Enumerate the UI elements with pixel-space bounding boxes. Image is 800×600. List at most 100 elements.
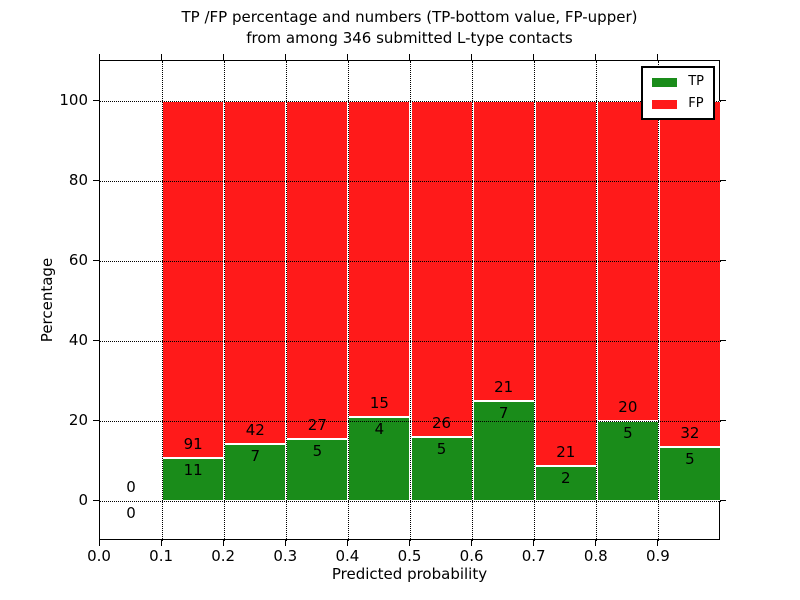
bar-count-label-tp: 7 xyxy=(250,446,261,465)
bar-segment-fp xyxy=(410,101,473,437)
gridline-x xyxy=(472,61,474,541)
bar-count-label-fp: 32 xyxy=(680,424,700,442)
x-tick-mark xyxy=(98,54,100,60)
x-tick-mark xyxy=(533,54,535,60)
y-tick-mark xyxy=(720,339,726,341)
bar-segment-tp xyxy=(534,466,597,501)
gridline-x xyxy=(534,61,536,541)
y-tick-label: 0 xyxy=(78,491,88,509)
bar-segment-fp xyxy=(658,101,721,447)
bar-count-label-tp: 5 xyxy=(312,441,323,460)
y-tick-mark xyxy=(720,419,726,421)
bar-segment-fp xyxy=(286,101,349,439)
bar-count-label-fp: 42 xyxy=(245,420,265,439)
legend-label: TP xyxy=(688,74,704,89)
x-tick-mark xyxy=(160,540,162,546)
y-tick-label: 80 xyxy=(68,171,88,189)
gridline-y xyxy=(100,100,721,102)
y-tick-mark xyxy=(93,179,99,181)
bar-segment-tp xyxy=(472,401,535,501)
y-tick-label: 60 xyxy=(68,251,88,269)
bar-segment-tp xyxy=(410,436,473,501)
x-tick-mark xyxy=(98,540,100,546)
bar-count-label-tp: 7 xyxy=(498,404,509,422)
chart-title-line2: from among 346 submitted L-type contacts xyxy=(246,29,573,47)
gridline-x xyxy=(347,61,349,541)
legend-label: FP xyxy=(688,96,704,111)
y-tick-mark xyxy=(93,339,99,341)
bar-segment-fp xyxy=(348,101,411,417)
bar-segment-tp xyxy=(286,438,349,501)
x-tick-label: 0.7 xyxy=(521,547,546,565)
legend: TP FP xyxy=(641,66,715,120)
y-tick-mark xyxy=(720,179,726,181)
bar-segment-tp xyxy=(224,443,287,501)
x-tick-mark xyxy=(409,54,410,60)
x-tick-mark xyxy=(657,54,659,60)
x-tick-mark xyxy=(222,540,224,546)
x-tick-label: 0.1 xyxy=(149,547,174,565)
x-tick-label: 0.5 xyxy=(397,547,422,565)
legend-swatch-tp-icon xyxy=(652,77,678,87)
y-tick-label: 40 xyxy=(68,331,88,349)
chart-title-line1: TP /FP percentage and numbers (TP-bottom… xyxy=(181,8,638,26)
y-tick-mark xyxy=(720,259,726,261)
bar-count-label-fp: 21 xyxy=(494,378,514,396)
x-axis-label: Predicted probability xyxy=(331,565,488,583)
x-tick-mark xyxy=(533,540,535,546)
x-tick-mark xyxy=(346,54,348,60)
x-tick-label: 0.8 xyxy=(583,547,608,565)
x-tick-mark xyxy=(595,54,597,60)
bar-count-label-fp: 91 xyxy=(183,434,203,453)
gridline-x xyxy=(285,61,287,541)
x-tick-mark xyxy=(595,540,597,546)
y-tick-mark xyxy=(720,499,726,501)
x-tick-label: 0.4 xyxy=(335,547,360,565)
gridline-y xyxy=(100,260,721,262)
gridline-y xyxy=(100,180,721,182)
y-tick-mark xyxy=(93,499,99,501)
x-tick-mark xyxy=(471,54,473,60)
x-tick-mark xyxy=(409,540,410,546)
bar-segment-tp xyxy=(162,457,225,501)
legend-item: TP xyxy=(652,75,704,89)
x-tick-label: 0.6 xyxy=(459,547,484,565)
y-tick-mark xyxy=(93,99,99,101)
chart-title: TP /FP percentage and numbers (TP-bottom… xyxy=(99,7,720,49)
bar-segment-fp xyxy=(534,101,597,467)
x-tick-mark xyxy=(160,54,162,60)
bar-segment-fp xyxy=(472,101,535,401)
x-tick-mark xyxy=(471,540,473,546)
bar-segment-tp xyxy=(348,416,411,501)
bar-count-label-fp: 20 xyxy=(618,398,638,416)
bar-count-label-fp: 0 xyxy=(126,478,136,496)
legend-item: FP xyxy=(652,97,704,111)
y-tick-label: 20 xyxy=(68,411,88,429)
bar-segment-tp xyxy=(658,447,721,501)
bar-count-label-fp: 26 xyxy=(432,413,452,432)
bar-count-label-tp: 11 xyxy=(183,460,203,479)
y-axis-label: Percentage xyxy=(38,257,56,343)
x-tick-label: 0.3 xyxy=(273,547,298,565)
gridline-x xyxy=(658,61,660,541)
x-tick-mark xyxy=(284,54,286,60)
x-tick-mark xyxy=(346,540,348,546)
x-tick-mark xyxy=(657,540,659,546)
gridline-y xyxy=(100,420,721,422)
bar-count-label-tp: 5 xyxy=(685,450,695,468)
plot-area: 0 0 91 11 42 7 27 5 15 4 26 5 21 7 21 2 20 5 32 5 TP FP xyxy=(99,60,721,541)
gridline-y xyxy=(100,500,721,502)
bar-count-label-tp: 5 xyxy=(436,439,447,458)
bar-segment-fp xyxy=(162,101,225,458)
bar-count-label-tp: 5 xyxy=(623,424,633,442)
gridline-x xyxy=(161,61,163,541)
y-tick-label: 100 xyxy=(59,91,88,109)
x-tick-label: 0.0 xyxy=(87,547,111,565)
x-tick-mark xyxy=(222,54,224,60)
gridline-x xyxy=(223,61,225,541)
bar-count-label-tp: 4 xyxy=(374,419,385,438)
bar-count-label-fp: 27 xyxy=(307,415,327,434)
y-tick-mark xyxy=(93,419,99,421)
gridline-y xyxy=(100,340,721,342)
